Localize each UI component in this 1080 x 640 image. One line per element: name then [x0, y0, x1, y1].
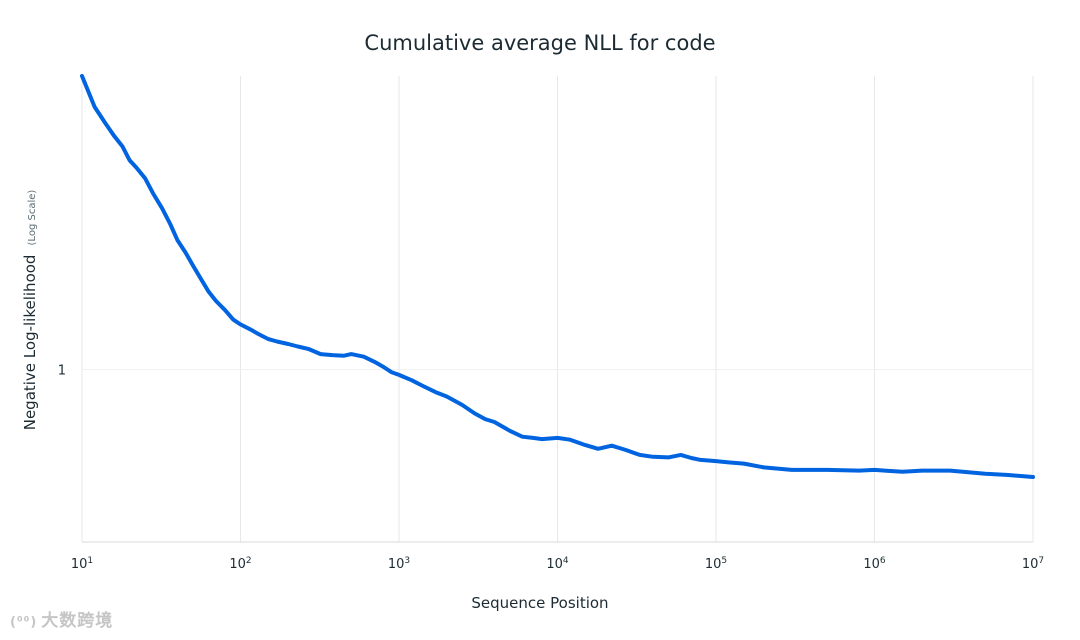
- x-tick-label: 103: [388, 556, 410, 572]
- y-axis-label-note: (Log Scale): [27, 190, 38, 246]
- y-axis-label: Negative Log-likelihood (Log Scale): [20, 190, 39, 431]
- x-tick-base: 10: [705, 557, 722, 572]
- x-tick-label: 105: [705, 556, 727, 572]
- watermark-logo-icon: (⁰⁰): [10, 615, 38, 630]
- x-tick-base: 10: [1022, 557, 1039, 572]
- x-tick-base: 10: [388, 557, 405, 572]
- x-tick-label: 104: [546, 556, 569, 572]
- chart-title: Cumulative average NLL for code: [364, 31, 715, 55]
- x-tick-exponent: 2: [246, 556, 252, 566]
- x-tick-base: 10: [71, 557, 88, 572]
- x-tick-label: 102: [229, 556, 251, 572]
- x-tick-exponent: 1: [87, 556, 93, 566]
- grid-lines: [81, 76, 1034, 542]
- x-tick-base: 10: [863, 557, 880, 572]
- series-line-code: [80, 74, 1035, 479]
- x-tick-exponent: 7: [1038, 556, 1044, 566]
- x-tick-label: 107: [1022, 556, 1044, 572]
- y-axis-label-main: Negative Log-likelihood: [21, 255, 39, 431]
- watermark: (⁰⁰) 大数跨境: [10, 606, 113, 631]
- y-tick-labels: 1: [58, 364, 66, 379]
- y-tick-label: 1: [58, 364, 66, 379]
- x-tick-label: 101: [71, 556, 93, 572]
- x-tick-labels: 101 102 103 104 105 106 107: [71, 556, 1044, 572]
- x-axis-label: Sequence Position: [471, 594, 608, 612]
- watermark-text: 大数跨境: [41, 611, 114, 631]
- x-tick-exponent: 3: [404, 556, 410, 566]
- x-tick-exponent: 5: [721, 556, 727, 566]
- x-tick-label: 106: [863, 556, 886, 572]
- x-tick-base: 10: [546, 557, 563, 572]
- x-tick-exponent: 4: [563, 556, 569, 566]
- x-tick-base: 10: [229, 557, 246, 572]
- x-tick-exponent: 6: [880, 556, 886, 566]
